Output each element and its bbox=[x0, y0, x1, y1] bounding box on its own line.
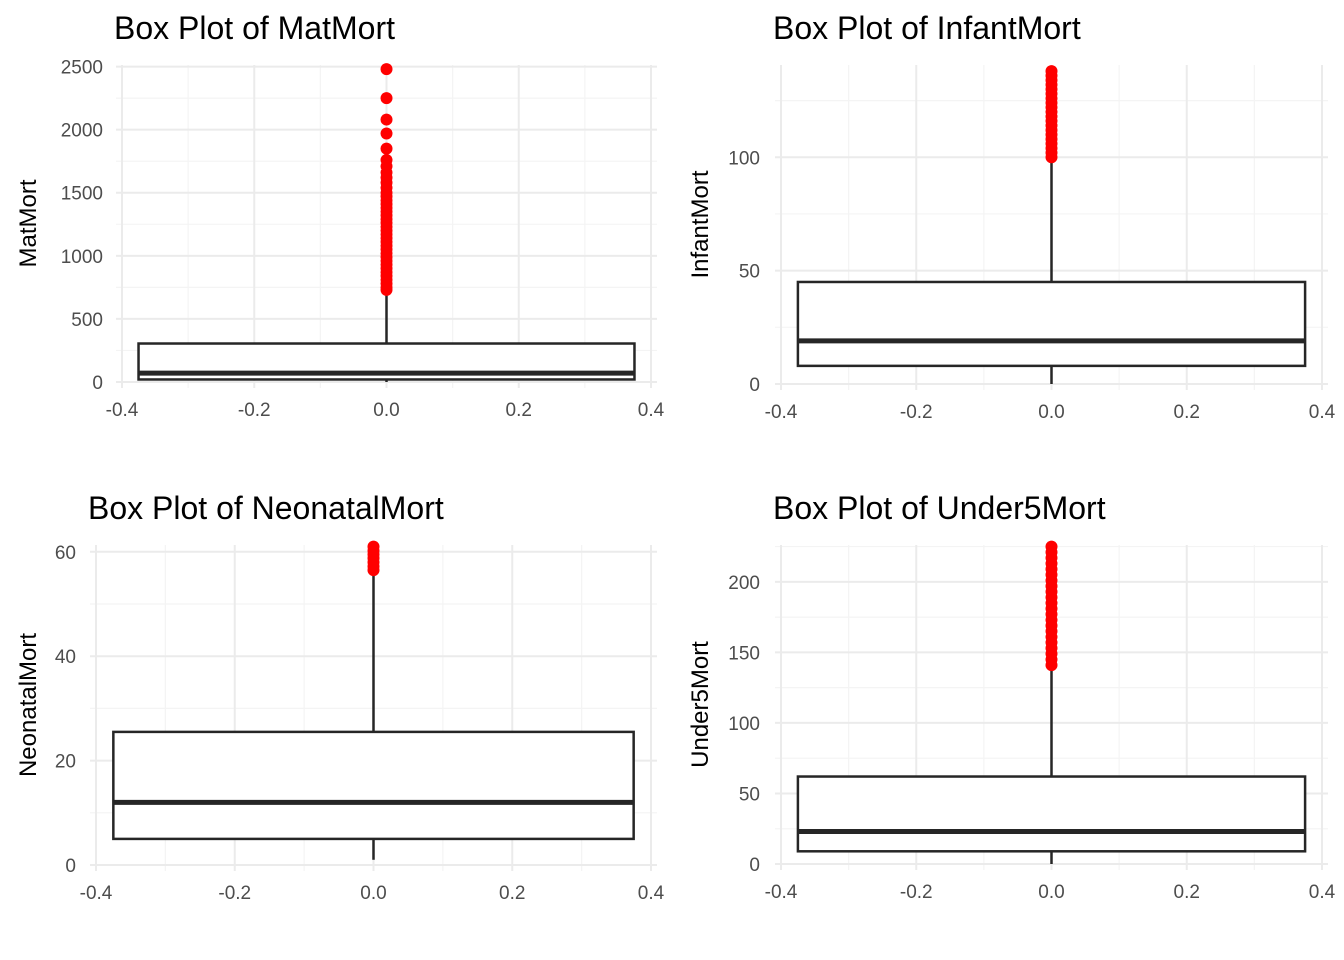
x-tick-label: 0.0 bbox=[373, 400, 399, 421]
y-axis-label: MatMort bbox=[15, 179, 42, 267]
y-tick-label: 50 bbox=[739, 262, 760, 283]
panel-1: -0.4 -0.2 0.0 0.2 0.4 0 500 1000 1500 2000 2500 Box… bbox=[15, 10, 665, 421]
outlier-point bbox=[1045, 659, 1058, 672]
y-tick-label: 20 bbox=[55, 752, 76, 773]
outlier-point bbox=[380, 113, 393, 126]
y-tick-label: 0 bbox=[749, 855, 760, 876]
y-tick-label: 0 bbox=[92, 373, 103, 394]
outlier-point bbox=[1045, 151, 1058, 164]
x-tick-label: 0.4 bbox=[1309, 402, 1336, 423]
x-tick-label: -0.4 bbox=[106, 400, 139, 421]
y-axis-label: InfantMort bbox=[687, 170, 714, 278]
panel-3: -0.4 -0.2 0.0 0.2 0.4 0 20 40 60 Box Plot of Neon… bbox=[15, 490, 665, 904]
x-tick-label: 0.4 bbox=[638, 400, 665, 421]
outlier-point bbox=[380, 283, 393, 296]
y-tick-label: 0 bbox=[749, 375, 760, 396]
x-tick-label: 0.0 bbox=[1038, 882, 1064, 903]
chart-title: Box Plot of NeonatalMort bbox=[88, 490, 444, 526]
x-tick-label: 0.4 bbox=[1309, 882, 1336, 903]
x-tick-label: 0.2 bbox=[1174, 882, 1200, 903]
x-tick-label: -0.4 bbox=[765, 882, 798, 903]
y-tick-label: 1000 bbox=[61, 247, 103, 268]
x-tick-label: -0.2 bbox=[238, 400, 271, 421]
panel-2: -0.4 -0.2 0.0 0.2 0.4 0 50 100 Box Plot of Infan… bbox=[687, 10, 1336, 423]
y-tick-label: 500 bbox=[71, 310, 103, 331]
y-tick-label: 100 bbox=[728, 148, 760, 169]
outlier-point bbox=[380, 127, 393, 140]
x-tick-label: 0.0 bbox=[1038, 402, 1064, 423]
chart-title: Box Plot of InfantMort bbox=[773, 10, 1081, 46]
y-tick-label: 50 bbox=[739, 784, 760, 805]
x-tick-label: -0.2 bbox=[218, 883, 251, 904]
x-tick-label: 0.2 bbox=[499, 883, 525, 904]
y-tick-label: 0 bbox=[65, 856, 76, 877]
y-tick-label: 60 bbox=[55, 543, 76, 564]
iqr-box bbox=[796, 775, 1307, 853]
x-tick-label: 0.2 bbox=[506, 400, 532, 421]
y-tick-label: 150 bbox=[728, 643, 760, 664]
y-tick-label: 200 bbox=[728, 573, 760, 594]
y-tick-label: 1500 bbox=[61, 184, 103, 205]
y-tick-label: 2000 bbox=[61, 121, 103, 142]
outlier-point bbox=[380, 63, 393, 76]
chart-title: Box Plot of Under5Mort bbox=[773, 490, 1106, 526]
chart-title: Box Plot of MatMort bbox=[114, 10, 395, 46]
iqr-box bbox=[796, 280, 1307, 368]
y-axis-label: NeonatalMort bbox=[15, 633, 42, 777]
x-tick-label: -0.2 bbox=[900, 882, 933, 903]
outlier-point bbox=[380, 92, 393, 105]
iqr-box bbox=[112, 730, 635, 841]
x-tick-label: 0.2 bbox=[1174, 402, 1200, 423]
y-axis-label: Under5Mort bbox=[687, 641, 714, 768]
x-tick-label: 0.0 bbox=[360, 883, 386, 904]
outlier-point bbox=[367, 564, 380, 577]
panel-4: -0.4 -0.2 0.0 0.2 0.4 0 50 100 150 200 Box Plot of… bbox=[687, 490, 1336, 903]
y-tick-label: 40 bbox=[55, 647, 76, 668]
y-tick-label: 100 bbox=[728, 714, 760, 735]
x-tick-label: 0.4 bbox=[638, 883, 665, 904]
outlier-point bbox=[380, 142, 393, 155]
y-tick-label: 2500 bbox=[61, 58, 103, 79]
x-tick-label: -0.4 bbox=[80, 883, 113, 904]
x-tick-label: -0.2 bbox=[900, 402, 933, 423]
x-tick-label: -0.4 bbox=[765, 402, 798, 423]
